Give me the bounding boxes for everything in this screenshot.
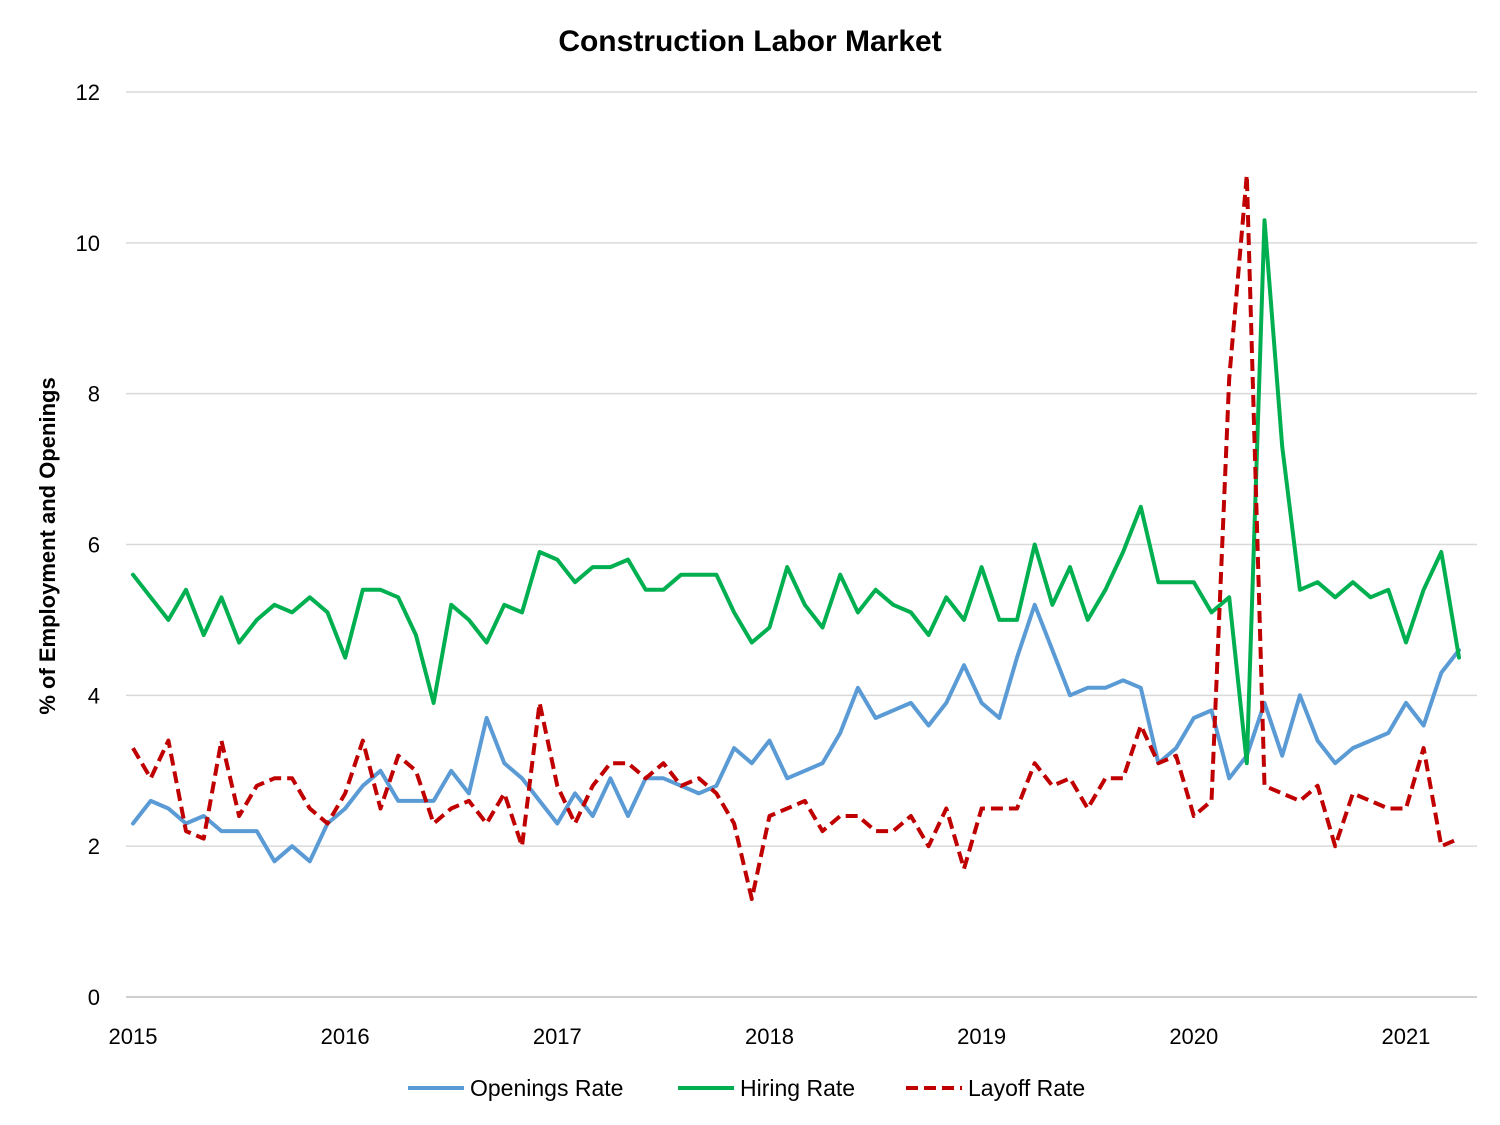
x-tick-label: 2017 bbox=[533, 1024, 582, 1049]
x-tick-label: 2016 bbox=[321, 1024, 370, 1049]
x-tick-label: 2015 bbox=[109, 1024, 158, 1049]
series-lines bbox=[131, 173, 1461, 901]
y-tick-label: 12 bbox=[76, 80, 100, 105]
series-line-hiring-rate bbox=[131, 218, 1461, 766]
y-tick-label: 4 bbox=[88, 683, 100, 708]
x-tick-label: 2018 bbox=[745, 1024, 794, 1049]
legend-label: Layoff Rate bbox=[968, 1075, 1085, 1101]
series-line-layoff-rate bbox=[131, 173, 1460, 901]
gridlines bbox=[126, 91, 1477, 847]
x-tick-label: 2019 bbox=[957, 1024, 1006, 1049]
y-axis-ticks: 0 2 4 6 8 10 12 bbox=[76, 80, 100, 1010]
x-tick-label: 2021 bbox=[1381, 1024, 1430, 1049]
y-tick-label: 10 bbox=[76, 231, 100, 256]
y-tick-label: 2 bbox=[88, 834, 100, 859]
y-axis-title: % of Employment and Openings bbox=[35, 377, 60, 714]
chart-title: Construction Labor Market bbox=[558, 25, 941, 58]
y-tick-label: 6 bbox=[88, 533, 100, 558]
legend: Openings Rate Hiring Rate Layoff Rate bbox=[408, 1075, 1085, 1101]
x-axis-ticks: 2015 2016 2017 2018 2019 2020 2021 bbox=[109, 1024, 1431, 1049]
legend-label: Openings Rate bbox=[470, 1075, 623, 1101]
series-line-openings-rate bbox=[131, 602, 1461, 864]
x-tick-label: 2020 bbox=[1169, 1024, 1218, 1049]
legend-label: Hiring Rate bbox=[740, 1075, 855, 1101]
y-tick-label: 8 bbox=[88, 382, 100, 407]
y-tick-label: 0 bbox=[88, 985, 100, 1010]
